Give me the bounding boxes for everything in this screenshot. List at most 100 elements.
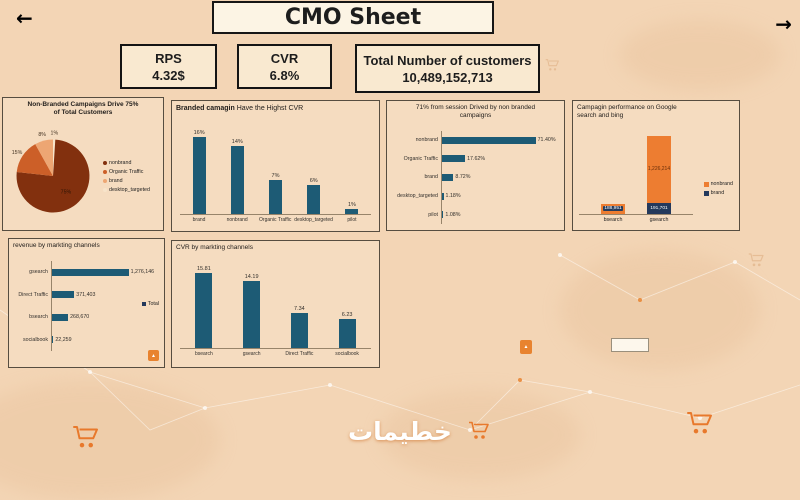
bar[interactable] xyxy=(243,281,261,348)
panel-branded-cvr[interactable]: Branded camagin Have the Highst CVR 16% 1… xyxy=(171,100,380,232)
legend-item[interactable]: Organic Traffic xyxy=(103,169,150,175)
legend-label: brand xyxy=(109,177,123,184)
watermark-text: خطيمات xyxy=(348,417,452,446)
bar[interactable] xyxy=(269,180,282,214)
pie-slice-Organic Traffic[interactable] xyxy=(16,144,53,176)
bar[interactable] xyxy=(192,136,206,214)
category-label: bsearch xyxy=(29,314,48,321)
data-label: 188,951 xyxy=(603,206,623,212)
data-label: 1,276,146 xyxy=(130,269,155,276)
page-title: CMO Sheet xyxy=(284,5,422,30)
stacked-column[interactable]: 188,951 xyxy=(601,131,625,214)
legend-marker xyxy=(703,181,709,187)
legend-marker xyxy=(103,187,107,192)
legend-label: nonbrand xyxy=(109,159,132,166)
bar[interactable] xyxy=(52,268,129,276)
pie-chart-body: 1% 75% 15% 8% nonbrand Organic Traffic brand de… xyxy=(5,124,161,228)
pie-slice-desktop_targeted[interactable] xyxy=(53,139,56,176)
bar-track: 17.62% xyxy=(441,149,560,169)
data-label: 1% xyxy=(347,202,356,209)
legend: Total xyxy=(141,301,159,307)
category-label: nonbrand xyxy=(226,217,248,223)
page-title-box: CMO Sheet xyxy=(212,1,494,34)
cart-icon xyxy=(73,426,98,448)
data-label: 1.08% xyxy=(445,211,461,218)
bar-row: nonbrand 71.40% xyxy=(393,131,560,150)
image-placeholder-icon: ▲ xyxy=(148,350,159,361)
bar[interactable] xyxy=(307,185,321,214)
bar[interactable] xyxy=(442,192,444,200)
data-label: 6% xyxy=(309,178,318,184)
data-label: 1.18% xyxy=(445,193,461,200)
bar[interactable] xyxy=(442,155,466,163)
bar[interactable] xyxy=(290,313,308,348)
legend-item[interactable]: nonbrand xyxy=(703,181,733,187)
bar-track: 22,259 xyxy=(51,328,160,351)
pie-chart: 1% 75% 15% 8% xyxy=(12,131,90,213)
legend-label: brand xyxy=(710,190,725,196)
panel-campaign-performance[interactable]: Campagin performance on Google search an… xyxy=(572,100,740,231)
category-label: socialbook xyxy=(22,336,48,343)
bar[interactable] xyxy=(345,209,359,214)
chart-title: CVR by markting channels xyxy=(176,244,253,251)
map-blob xyxy=(620,20,780,90)
kpi-value: 6.8% xyxy=(269,67,300,83)
bar[interactable] xyxy=(442,136,536,144)
bar[interactable] xyxy=(442,173,454,181)
pie-label: 1% xyxy=(51,131,59,137)
chart-title: Campagin performance on Google search an… xyxy=(577,104,677,120)
stack-segment[interactable]: 191,701 xyxy=(647,203,671,214)
image-placeholder-icon: ▲ xyxy=(520,340,532,354)
legend-item[interactable]: brand xyxy=(703,190,733,196)
category-label: Direct Traffic xyxy=(18,291,48,298)
bar[interactable] xyxy=(195,273,213,348)
panel-cvr-channels[interactable]: CVR by markting channels 15.81 14.19 7.34 6… xyxy=(171,240,380,368)
data-label: 22,259 xyxy=(55,336,72,343)
category-label: desktop_targeted xyxy=(294,217,333,223)
kpi-value: 4.32$ xyxy=(152,67,185,83)
pie-slice-brand[interactable] xyxy=(35,139,53,176)
data-label: 371,403 xyxy=(76,291,96,298)
data-label: 14.19 xyxy=(244,274,259,280)
bar[interactable] xyxy=(52,291,75,299)
category-axis: bsearch gsearch Direct Traffic socialbook xyxy=(180,349,371,361)
category-label: pilot xyxy=(428,211,438,218)
bar-plot: 16% 14% 7% 6% 1% xyxy=(180,127,371,215)
bar-column: 6.23 xyxy=(323,263,371,348)
data-label: 15.81 xyxy=(196,266,211,273)
data-label: 7.34 xyxy=(294,306,305,313)
bar-row: gsearch 1,276,146 xyxy=(11,261,160,284)
bar[interactable] xyxy=(52,313,69,321)
legend-marker xyxy=(141,302,146,306)
stack-segment[interactable]: 188,951 xyxy=(601,203,625,214)
stack-segment[interactable]: 1,226,214 xyxy=(647,135,671,204)
category-label: Organic Traffic xyxy=(259,217,292,223)
bar-row: bsearch 268,670 xyxy=(11,306,160,329)
stacked-column[interactable]: 1,226,214 191,701 xyxy=(647,131,671,214)
legend-item[interactable]: desktop_targeted xyxy=(103,187,150,193)
bar[interactable] xyxy=(442,211,444,219)
bar-column: 14% xyxy=(218,127,256,214)
pie-label: 8% xyxy=(38,132,46,138)
bar-track: 1.18% xyxy=(441,186,560,206)
bar-row: brand 8.72% xyxy=(393,168,560,187)
back-arrow-icon[interactable]: ← xyxy=(16,6,33,30)
bar-row: Organic Traffic 17.62% xyxy=(393,149,560,169)
bar[interactable] xyxy=(230,146,244,214)
panel-nonbranded-customers-pie[interactable]: Non-Branded Campaigns Drive 75% of Total… xyxy=(2,97,164,231)
panel-session-share[interactable]: 71% from session Drived by non branded c… xyxy=(386,100,565,231)
data-label: 8.72% xyxy=(455,174,471,181)
legend-item[interactable]: nonbrand xyxy=(103,160,150,166)
panel-revenue-channels[interactable]: revenue by markting channels gsearch 1,27… xyxy=(8,238,165,368)
data-label: 6.23 xyxy=(341,311,353,318)
text-box[interactable] xyxy=(611,338,649,352)
pie-slice-nonbrand[interactable] xyxy=(16,139,90,213)
bar-column: 16% xyxy=(180,127,218,214)
bar[interactable] xyxy=(52,336,54,344)
bar[interactable] xyxy=(338,318,356,348)
cart-icon xyxy=(687,412,712,434)
bar-column: 15.81 xyxy=(180,263,228,348)
bar-row: Direct Traffic 371,403 xyxy=(11,283,160,306)
forward-arrow-icon[interactable]: → xyxy=(775,12,792,36)
legend-item[interactable]: brand xyxy=(103,178,150,184)
